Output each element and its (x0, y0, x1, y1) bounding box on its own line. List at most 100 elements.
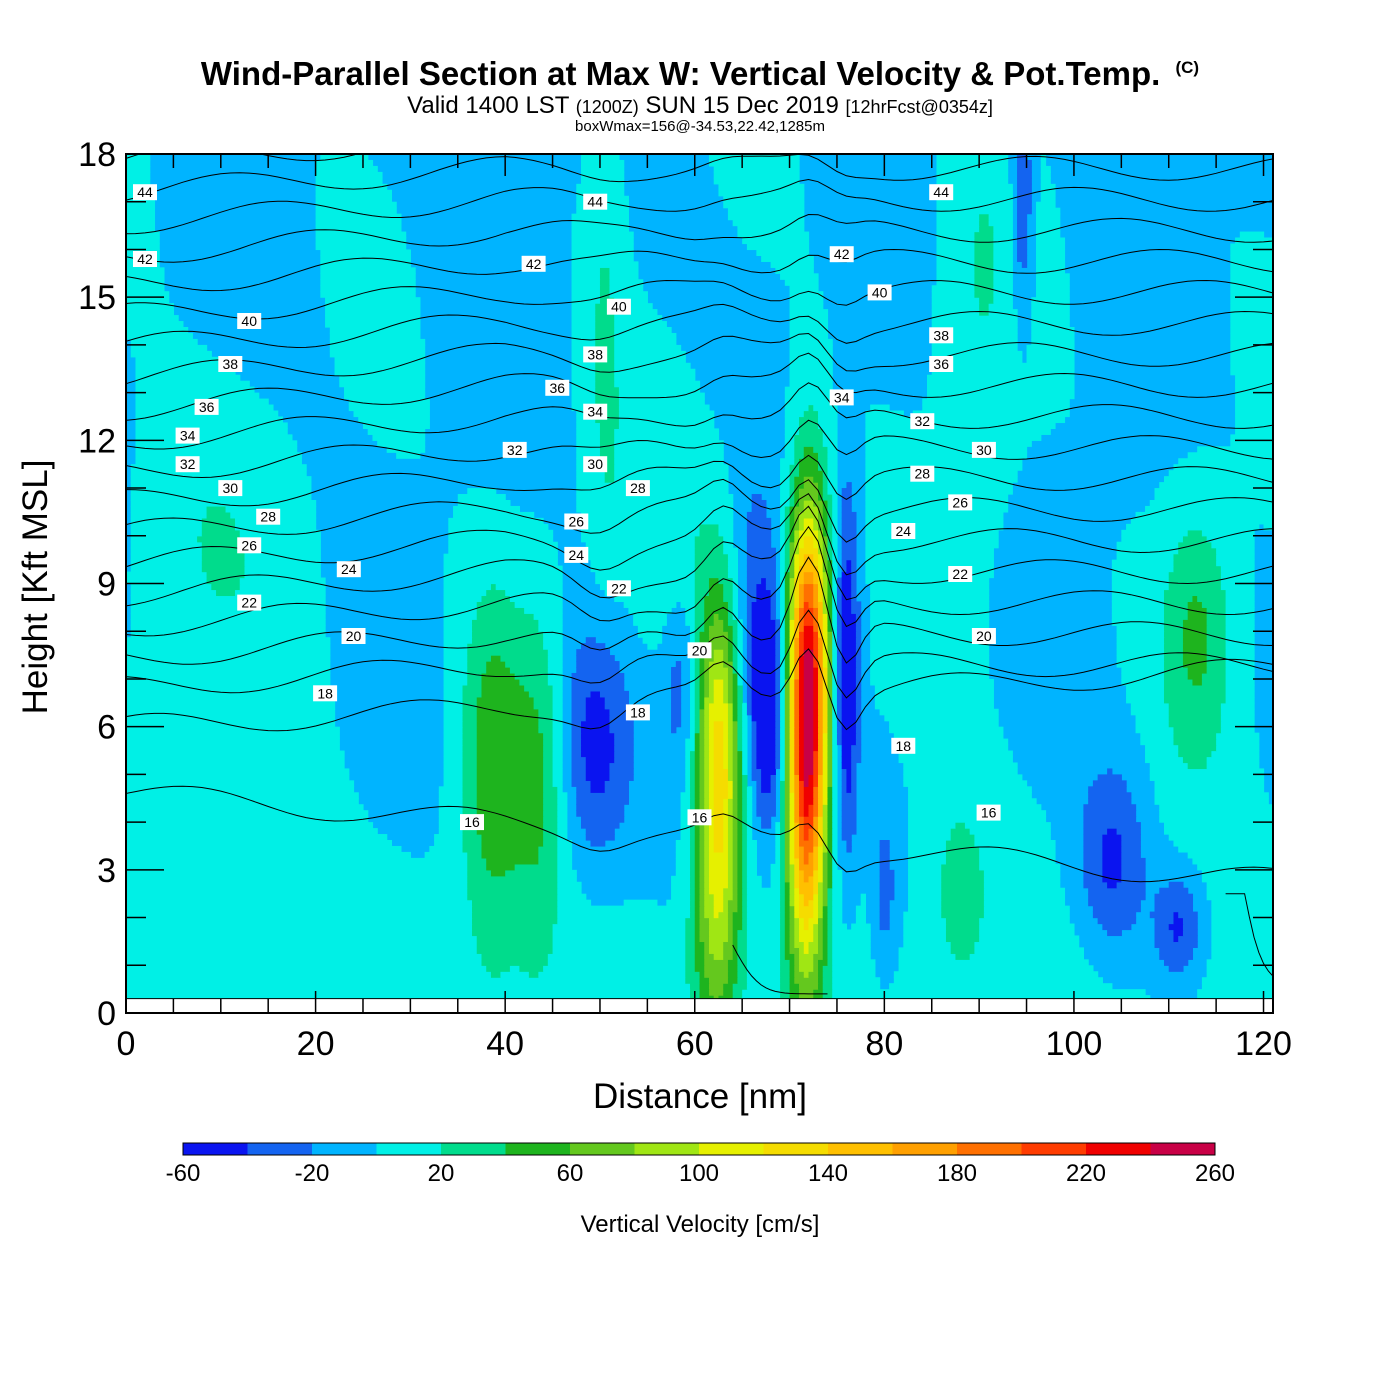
field-cell (126, 917, 473, 925)
field-cell (344, 392, 426, 400)
field-cell (870, 583, 990, 591)
field-cell (860, 893, 866, 901)
field-cell (817, 541, 824, 549)
field-cell (1107, 768, 1113, 775)
colorbar-swatch (441, 1143, 506, 1155)
field-cell (514, 672, 549, 680)
field-cell (538, 857, 558, 865)
field-cell (694, 834, 701, 841)
field-cell (789, 840, 795, 847)
field-cell (780, 726, 786, 734)
field-cell (713, 810, 724, 817)
field-cell (1206, 667, 1227, 674)
field-cell (443, 678, 468, 686)
field-cell (851, 768, 857, 775)
field-cell (708, 637, 729, 644)
field-cell (993, 267, 1013, 274)
field-cell (789, 857, 795, 865)
colorbar-swatch (763, 1143, 829, 1155)
field-cell (855, 655, 862, 662)
field-cell (855, 911, 866, 919)
field-cell (789, 332, 829, 340)
field-cell (841, 667, 857, 674)
field-cell (822, 977, 833, 984)
field-cell (780, 917, 786, 925)
field-cell (704, 768, 710, 775)
field-cell (780, 989, 791, 996)
field-cell (571, 380, 596, 388)
field-cell (201, 565, 246, 573)
field-cell (870, 607, 990, 614)
field-cell (1036, 201, 1056, 209)
field-cell (803, 917, 810, 925)
field-cell (855, 696, 862, 704)
field-cell (784, 857, 791, 865)
field-cell (799, 857, 805, 865)
field-cell (708, 947, 724, 954)
field-cell (1206, 535, 1255, 543)
colorbar-tick-label: 180 (937, 1160, 977, 1187)
field-cell (794, 756, 800, 764)
field-cell (680, 798, 691, 805)
field-cell (334, 368, 426, 376)
field-cell (126, 822, 374, 829)
field-cell (581, 529, 701, 537)
field-cell (126, 941, 478, 948)
field-cell (1235, 428, 1273, 435)
field-cell (571, 368, 596, 376)
field-cell (126, 911, 473, 919)
field-cell (618, 416, 715, 424)
field-cell (784, 732, 791, 740)
field-cell (936, 213, 980, 221)
field-cell (775, 726, 781, 734)
field-cell (1017, 225, 1028, 233)
field-cell (794, 607, 800, 614)
field-cell (1163, 631, 1184, 638)
field-cell (1017, 171, 1032, 179)
field-cell (1017, 159, 1032, 167)
field-cell (841, 810, 857, 817)
theta-label-box (829, 389, 854, 406)
field-cell (746, 887, 781, 895)
field-cell (799, 523, 805, 531)
theta-label-box (564, 546, 589, 563)
field-cell (694, 786, 701, 793)
field-cell (832, 929, 871, 937)
field-cell (817, 517, 824, 525)
field-cell (789, 655, 795, 662)
theta-label-box (948, 566, 973, 582)
field-cell (813, 583, 819, 591)
field-cell (476, 822, 544, 829)
field-cell (1097, 917, 1137, 925)
field-cell (1178, 845, 1273, 853)
field-cell (789, 625, 795, 632)
theta-contour (126, 248, 1273, 292)
field-cell (467, 875, 558, 883)
field-cell (1154, 786, 1265, 793)
field-cell (832, 774, 838, 781)
field-cell (780, 690, 786, 698)
field-cell (817, 959, 829, 966)
field-cell (822, 499, 829, 507)
field-cell (794, 511, 800, 519)
field-cell (443, 601, 478, 608)
field-cell (983, 869, 1061, 877)
field-cell (585, 768, 611, 775)
field-cell (827, 828, 833, 835)
field-cell (557, 863, 573, 871)
field-cell (334, 362, 426, 370)
field-cell (699, 750, 705, 758)
field-cell (718, 523, 734, 531)
field-cell (1225, 672, 1255, 680)
field-cell (1168, 881, 1184, 889)
field-cell (443, 684, 464, 692)
field-cell (675, 845, 691, 853)
field-cell (126, 285, 165, 292)
field-cell (813, 672, 819, 680)
field-cell (557, 893, 587, 901)
field-cell (784, 655, 791, 662)
field-cell (822, 971, 833, 978)
field-cell (557, 804, 568, 811)
field-cell (685, 947, 696, 954)
field-cell (817, 601, 824, 608)
